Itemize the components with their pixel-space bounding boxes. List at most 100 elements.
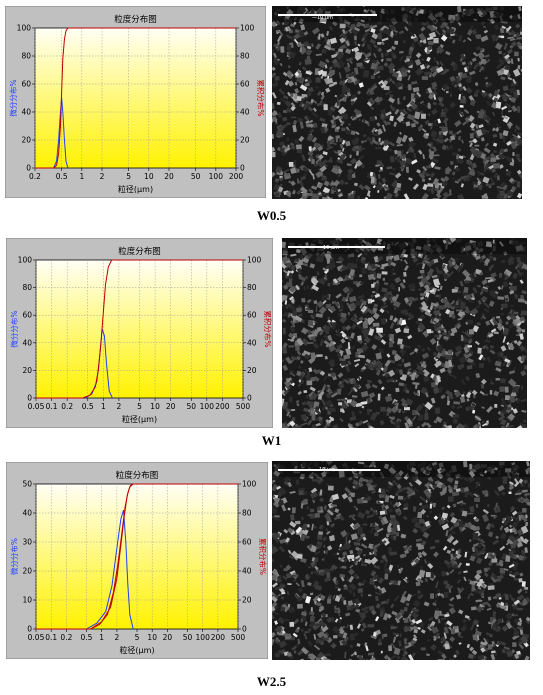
y-tick-label-left: 20: [22, 366, 32, 375]
x-tick-label: 0.2: [61, 402, 73, 411]
y-tick-label-right: 80: [247, 283, 257, 292]
chart-svg: 0.2 0.5 1 2 5 10 20 50 100 2000204060801000204060…: [5, 6, 266, 198]
x-tick-label: 100: [196, 633, 211, 642]
y-tick-label-left: 80: [22, 283, 32, 292]
x-axis-label: 粒径(μm): [118, 184, 153, 194]
chart-svg: 0.05 0.1 0.2 0.5 1 2 5 10 20 50 100 200 500020406080…: [6, 238, 273, 428]
sem-image-w1: —10 um: [282, 238, 527, 428]
x-tick-label: 1: [99, 633, 104, 642]
y-tick-label-left: 10: [22, 596, 32, 605]
y-tick-label-right: 20: [247, 366, 257, 375]
cumulative-distribution-line: [35, 27, 236, 169]
x-tick-label: 500: [236, 402, 251, 411]
scale-bar-strip: [282, 238, 527, 254]
x-tick-label: 10: [150, 402, 160, 411]
y-tick-label-left: 20: [22, 567, 32, 576]
y-tick-label-left: 100: [18, 256, 33, 265]
y-tick-label-left: 80: [21, 52, 31, 61]
y-tick-label-right: 100: [240, 24, 255, 33]
x-tick-label: 10: [144, 172, 154, 181]
y-tick-label-right: 20: [242, 596, 252, 605]
y-tick-label-right: 0: [242, 625, 247, 634]
y-tick-label-right: 80: [240, 52, 250, 61]
sem-image-w2-5: —10 um: [272, 461, 530, 660]
cumulative-distribution-line: [36, 259, 243, 399]
y-tick-label-left: 40: [22, 338, 32, 347]
cumulative-distribution-line: [36, 483, 238, 630]
y-tick-label-left: 0: [27, 625, 32, 634]
x-tick-label: 0.5: [82, 402, 94, 411]
x-tick-label: 2: [100, 172, 105, 181]
chart-w2-5: 0.05 0.1 0.2 0.5 1 2 5 10 20 50 100 200 500 0 10 20 30 40…: [6, 462, 268, 659]
x-tick-label: 0.5: [81, 633, 93, 642]
differential-distribution-line: [86, 509, 134, 630]
x-tick-label: 0.1: [45, 633, 57, 642]
x-tick-label: 2: [115, 633, 120, 642]
x-tick-label: 1: [101, 402, 106, 411]
chart-title: 粒度分布图: [118, 246, 161, 257]
x-tick-label: 0.05: [28, 633, 45, 642]
sem-grain-texture: [272, 461, 530, 660]
y-tick-label-left: 50: [22, 480, 32, 489]
y-tick-label-right: 20: [240, 136, 250, 145]
scale-bar-label: —10 um: [312, 15, 333, 21]
y-tick-label-right: 80: [242, 509, 252, 518]
y-tick-label-right: 40: [247, 338, 257, 347]
chart-title: 粒度分布图: [114, 14, 157, 25]
x-tick-label: 20: [164, 172, 174, 181]
x-tick-label: 20: [163, 633, 173, 642]
y-axis-label-left: 微分分布%: [9, 310, 19, 347]
x-tick-label: 10: [147, 633, 157, 642]
y-tick-label-left: 30: [22, 538, 32, 547]
y-axis-label-right: 累积分布%: [256, 79, 266, 116]
y-tick-label-right: 40: [240, 108, 250, 117]
y-tick-label-left: 40: [22, 509, 32, 518]
x-tick-label: 0.2: [29, 172, 41, 181]
y-tick-label-left: 40: [21, 108, 31, 117]
x-tick-label: 200: [215, 402, 230, 411]
x-tick-label: 100: [200, 402, 215, 411]
y-tick-label-right: 40: [242, 567, 252, 576]
sem-grain-texture: [282, 238, 527, 428]
y-tick-label-left: 0: [26, 164, 31, 173]
chart-w0-5: 0.2 0.5 1 2 5 10 20 50 100 200 0 20 40 60 80 100 0 20 40 60…: [5, 6, 266, 198]
x-tick-label: 0.2: [60, 633, 72, 642]
sem-image-w0-5: —10 um: [272, 6, 522, 199]
y-tick-label-right: 60: [242, 538, 252, 547]
x-axis-label: 粒径(μm): [119, 645, 154, 655]
scale-bar-strip: [272, 461, 530, 477]
y-tick-label-right: 100: [242, 480, 257, 489]
y-tick-label-right: 60: [240, 80, 250, 89]
scale-bar-strip: [272, 6, 522, 22]
y-axis-label-left: 微分分布%: [8, 79, 18, 116]
chart-title: 粒度分布图: [116, 470, 159, 481]
caption-w2-5: W2.5: [256, 674, 287, 689]
sem-grain-texture: [272, 6, 522, 199]
x-tick-label: 500: [231, 633, 246, 642]
x-tick-label: 50: [191, 172, 201, 181]
x-tick-label: 5: [135, 633, 140, 642]
x-tick-label: 100: [209, 172, 224, 181]
chart-svg: 0.05 0.1 0.2 0.5 1 2 5 10 20 50 100 200 500010203040…: [6, 462, 268, 659]
y-tick-label-left: 60: [22, 311, 32, 320]
x-axis-label: 粒径(μm): [122, 414, 157, 424]
x-tick-label: 200: [211, 633, 226, 642]
caption-w1: W1: [261, 433, 282, 448]
x-tick-label: 20: [166, 402, 176, 411]
y-tick-label-right: 0: [240, 164, 245, 173]
x-tick-label: 0.1: [46, 402, 58, 411]
x-tick-label: 200: [229, 172, 244, 181]
y-axis-label-right: 累积分布%: [258, 538, 268, 575]
plot-area: [34, 27, 237, 169]
x-tick-label: 5: [137, 402, 142, 411]
chart-w1: 0.05 0.1 0.2 0.5 1 2 5 10 20 50 100 200 500 0 20 40 60 80…: [6, 238, 273, 428]
x-tick-label: 1: [79, 172, 84, 181]
x-tick-label: 50: [186, 402, 196, 411]
y-tick-label-left: 0: [27, 394, 32, 403]
y-tick-label-left: 100: [17, 24, 32, 33]
y-tick-label-right: 0: [247, 394, 252, 403]
x-tick-label: 0.05: [28, 402, 45, 411]
y-tick-label-left: 60: [21, 80, 31, 89]
x-tick-label: 2: [117, 402, 122, 411]
x-tick-label: 50: [183, 633, 193, 642]
